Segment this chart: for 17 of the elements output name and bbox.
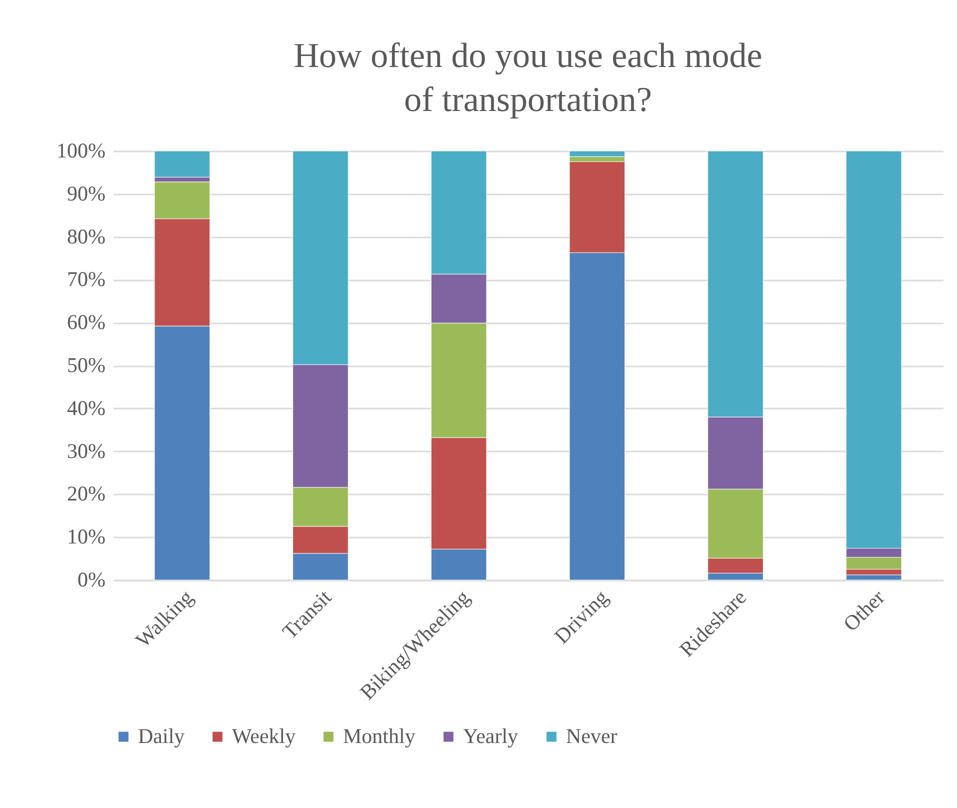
y-tick-label: 0%	[78, 568, 106, 592]
y-tick-label: 10%	[67, 524, 106, 549]
legend-label: Never	[566, 724, 618, 748]
y-tick-label: 90%	[67, 181, 106, 206]
y-tick-label: 30%	[67, 438, 106, 463]
legend-label: Yearly	[463, 724, 519, 748]
legend-label: Monthly	[343, 724, 416, 748]
y-tick-label: 80%	[67, 224, 106, 248]
y-tick-label: 60%	[67, 310, 106, 334]
y-tick-label: 100%	[56, 138, 106, 162]
y-tick-label: 40%	[67, 396, 106, 420]
y-tick-label: 20%	[67, 482, 106, 506]
legend-label: Weekly	[232, 724, 296, 748]
y-tick-label: 50%	[67, 353, 106, 377]
chart-title: How often do you use each mode of transportation?	[294, 36, 762, 119]
legend-label: Daily	[138, 724, 186, 748]
y-tick-label: 70%	[67, 267, 106, 292]
